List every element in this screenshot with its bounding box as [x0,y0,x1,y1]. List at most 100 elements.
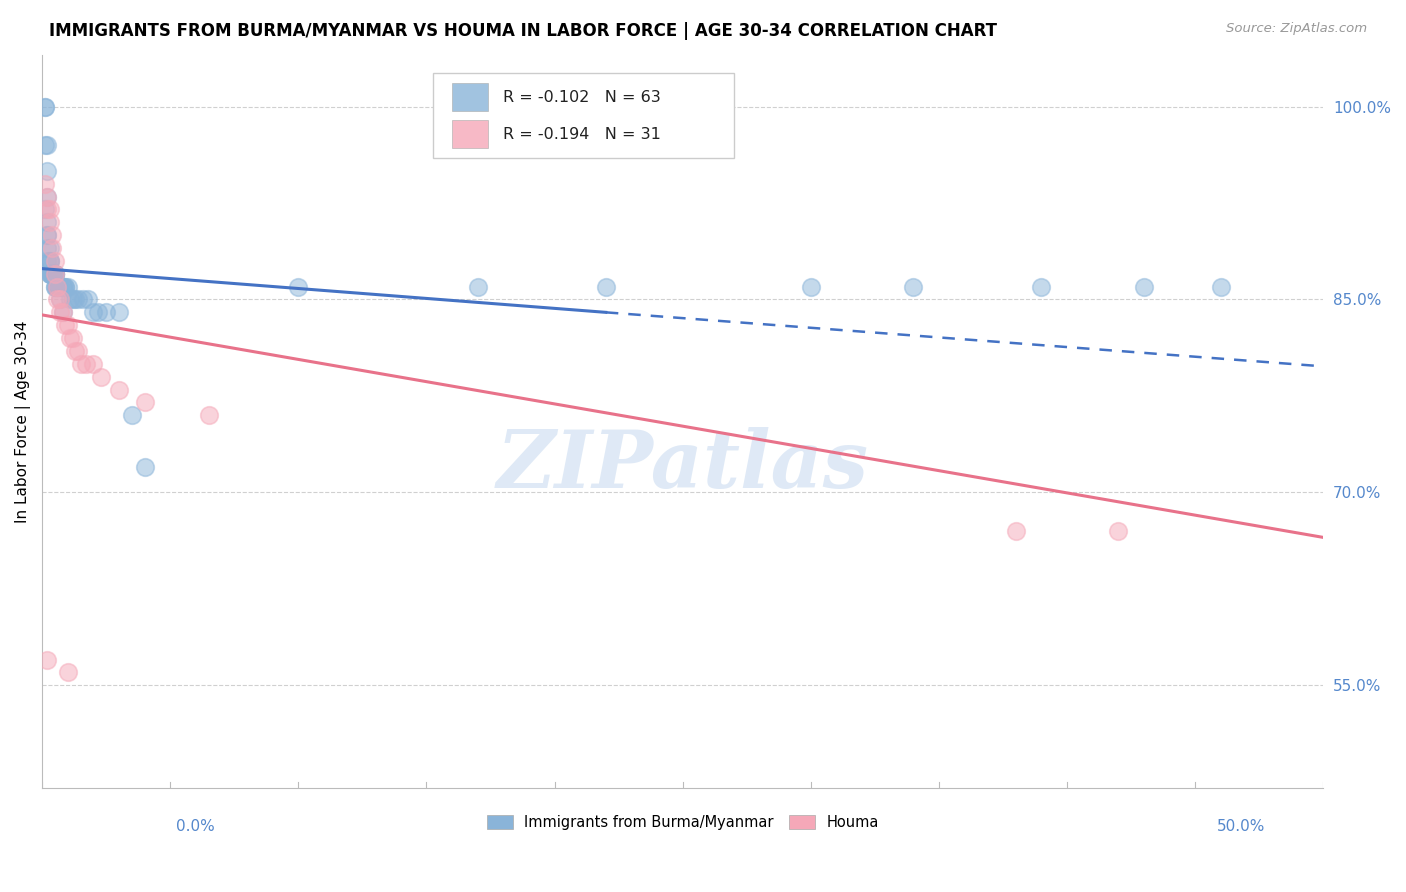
Point [44,267,66,281]
Point [1133,279,1156,293]
Point [37,215,59,229]
Text: ZIPatlas: ZIPatlas [496,427,869,504]
Point [46,293,69,307]
Point [37,138,59,153]
Point [53,279,76,293]
Point [467,279,489,293]
Point [62,293,84,307]
Point [52,279,75,293]
Point [41,267,63,281]
Point [1107,524,1129,538]
Point [44,253,66,268]
Point [59,293,82,307]
Point [72,293,94,307]
Point [37,228,59,243]
Point [37,189,59,203]
Point [44,279,66,293]
Point [69,357,91,371]
Point [41,267,63,281]
Point [34,177,56,191]
Legend: Immigrants from Burma/Myanmar, Houma: Immigrants from Burma/Myanmar, Houma [481,809,884,836]
Point [49,279,72,293]
Point [44,279,66,293]
Text: IMMIGRANTS FROM BURMA/MYANMAR VS HOUMA IN LABOR FORCE | AGE 30-34 CORRELATION CH: IMMIGRANTS FROM BURMA/MYANMAR VS HOUMA I… [49,22,997,40]
Text: Source: ZipAtlas.com: Source: ZipAtlas.com [1226,22,1367,36]
Point [44,267,66,281]
Point [59,331,82,345]
Point [75,357,97,371]
Point [52,305,75,319]
Point [41,267,63,281]
Point [65,343,87,358]
Point [46,279,69,293]
Point [37,652,59,666]
Point [903,279,925,293]
Text: R = -0.102   N = 63: R = -0.102 N = 63 [503,89,661,104]
FancyBboxPatch shape [453,120,488,148]
Point [77,293,100,307]
Point [56,318,79,333]
Point [1004,524,1026,538]
Point [56,279,79,293]
Point [62,331,84,345]
Point [38,202,60,217]
Point [595,279,617,293]
Point [49,279,72,293]
Point [41,228,63,243]
Point [38,253,60,268]
Point [134,459,156,474]
Point [37,253,59,268]
Point [197,409,219,423]
Point [96,305,118,319]
Point [37,164,59,178]
Point [38,241,60,255]
Point [49,293,72,307]
FancyBboxPatch shape [453,83,488,111]
Y-axis label: In Labor Force | Age 30-34: In Labor Force | Age 30-34 [15,320,31,523]
Point [46,279,69,293]
FancyBboxPatch shape [433,73,734,158]
Point [82,305,104,319]
Point [49,305,72,319]
Point [65,293,87,307]
Point [37,228,59,243]
Point [41,267,63,281]
Point [37,202,59,217]
Point [287,279,309,293]
Point [800,279,823,293]
Text: R = -0.194   N = 31: R = -0.194 N = 31 [503,127,661,142]
Point [46,279,69,293]
Point [87,305,110,319]
Point [90,369,112,384]
Point [37,189,59,203]
Point [53,279,76,293]
Point [41,267,63,281]
Point [44,267,66,281]
Point [34,138,56,153]
Point [38,253,60,268]
Point [56,665,79,680]
Point [52,305,75,319]
Point [53,318,76,333]
Point [1031,279,1053,293]
Point [44,267,66,281]
Point [1209,279,1232,293]
Point [38,215,60,229]
Text: 50.0%: 50.0% [1218,819,1265,834]
Point [121,409,143,423]
Point [52,279,75,293]
Point [108,305,131,319]
Point [44,267,66,281]
Point [49,293,72,307]
Point [38,267,60,281]
Point [66,343,89,358]
Point [41,267,63,281]
Point [38,253,60,268]
Point [134,395,156,409]
Point [108,383,131,397]
Point [34,99,56,113]
Point [38,267,60,281]
Point [34,99,56,113]
Point [38,267,60,281]
Point [46,279,69,293]
